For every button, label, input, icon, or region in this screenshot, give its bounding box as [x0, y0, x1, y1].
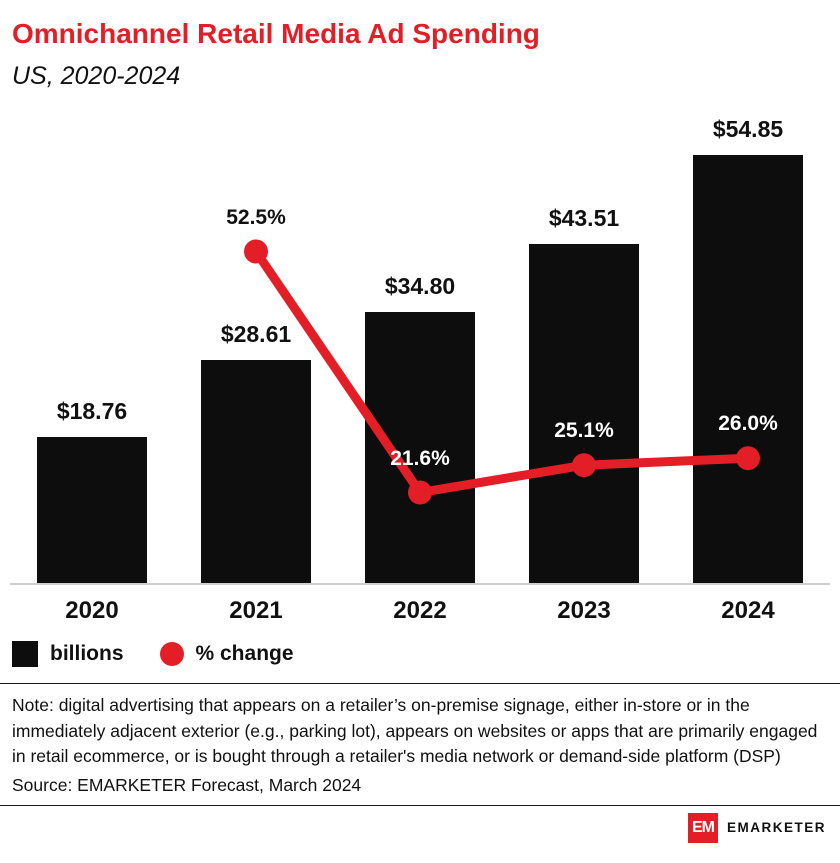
legend-line-swatch — [159, 642, 184, 667]
bar-value-label: $28.61 — [220, 321, 292, 348]
legend-line-label: % change — [195, 642, 294, 666]
note-text: Note: digital advertising that appears o… — [12, 695, 818, 767]
bar-value-label: $54.85 — [712, 116, 784, 143]
legend-bar-label: billions — [50, 642, 124, 666]
chart-subtitle: US, 2020-2024 — [12, 62, 181, 91]
chart-header: Omnichannel Retail Media Ad Spending US,… — [0, 0, 840, 91]
chart-legend: billions % change — [12, 641, 828, 668]
bar-line-chart: $18.76 $28.61 $34.80 $43.51 $54.85 52.5% 21.6%… — [10, 115, 830, 586]
line-point-marker — [572, 453, 596, 478]
bar-2023 — [529, 243, 639, 584]
line-point-label: 21.6% — [390, 446, 450, 470]
source-text: Source: EMARKETER Forecast, March 2024 — [12, 774, 362, 795]
line-point-label: 26.0% — [718, 412, 778, 436]
chart-title: Omnichannel Retail Media Ad Spending — [12, 18, 540, 49]
emarketer-logo-icon: EM — [687, 812, 718, 843]
x-axis-label-2022: 2022 — [393, 597, 447, 625]
x-axis: 2020 2021 2022 2023 2024 — [10, 585, 830, 625]
x-axis-label-2020: 2020 — [65, 597, 119, 625]
bar-value-label: $34.80 — [384, 272, 456, 299]
emarketer-brand-text: EMARKETER — [726, 820, 826, 836]
x-axis-label-2023: 2023 — [557, 597, 611, 625]
line-point-marker — [736, 446, 760, 471]
pct-change-line-layer — [244, 239, 760, 505]
line-point-label: 25.1% — [554, 419, 614, 443]
bar-2024 — [693, 155, 803, 584]
x-axis-label-2021: 2021 — [229, 597, 283, 625]
pct-change-line — [251, 247, 753, 498]
bar-2021 — [201, 360, 311, 584]
legend-bar-swatch — [12, 641, 38, 668]
notes-divider — [0, 683, 840, 685]
footer: EM EMARKETER — [0, 804, 840, 850]
line-point-marker — [244, 239, 268, 264]
line-point-marker — [408, 480, 432, 505]
line-point-label: 52.5% — [226, 205, 286, 229]
bar-value-label: $43.51 — [548, 204, 620, 231]
x-axis-label-2024: 2024 — [721, 597, 775, 625]
bar-2022 — [365, 311, 475, 584]
bar-value-label: $18.76 — [56, 397, 128, 424]
bar-2020 — [37, 436, 147, 584]
